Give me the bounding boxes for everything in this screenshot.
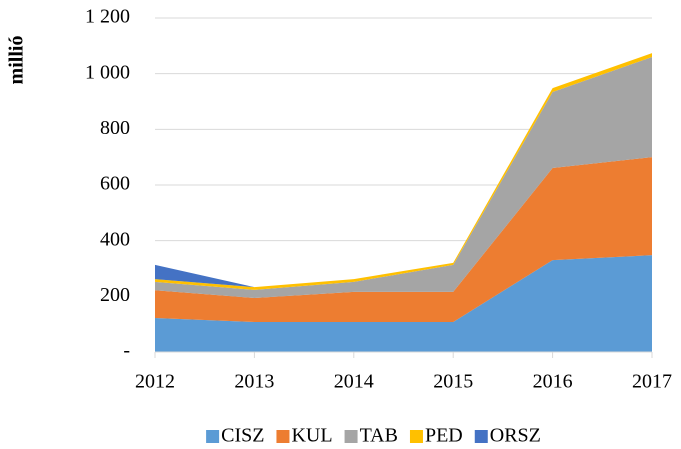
x-tick-label: 2014: [334, 371, 374, 393]
area: [155, 56, 652, 299]
legend-swatch: [474, 430, 488, 443]
y-tick-label: 800: [100, 117, 130, 139]
legend-swatch: [409, 430, 423, 443]
y-tick-label: -: [123, 340, 130, 362]
x-tick-label: 2017: [632, 371, 672, 393]
legend-label: TAB: [360, 425, 398, 447]
y-tick-label: 600: [100, 173, 130, 195]
legend: CISZ KUL TAB PED ORSZ: [206, 425, 541, 447]
legend-swatch: [276, 430, 290, 443]
legend-swatch: [344, 430, 358, 443]
y-tick-label: 1 200: [85, 6, 130, 28]
area: [155, 157, 652, 322]
legend-label: KUL: [291, 425, 332, 447]
legend-label: ORSZ: [490, 425, 541, 447]
legend-swatch: [206, 430, 220, 443]
legend-label: PED: [425, 425, 463, 447]
legend-label: CISZ: [221, 425, 264, 447]
y-tick-label: 400: [100, 228, 130, 250]
x-tick-label: 2013: [234, 371, 274, 393]
x-tick-label: 2016: [533, 371, 573, 393]
x-tick-label: 2015: [433, 371, 473, 393]
y-tick-label: 200: [100, 284, 130, 306]
y-axis-label: millió: [6, 36, 28, 85]
area: [155, 255, 652, 352]
y-tick-label: 1 000: [85, 61, 130, 83]
x-tick-label: 2012: [135, 371, 175, 393]
